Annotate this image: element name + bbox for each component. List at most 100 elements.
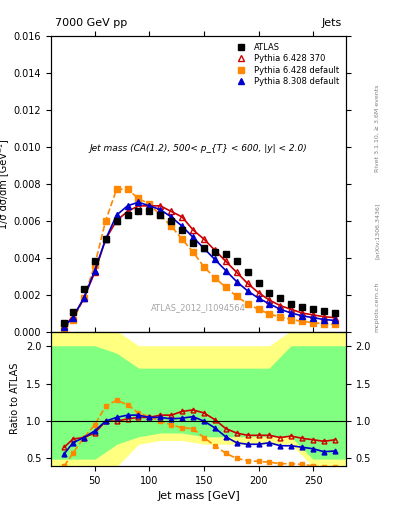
Pythia 6.428 default bbox=[223, 284, 228, 290]
ATLAS bbox=[202, 245, 206, 251]
Pythia 8.308 default bbox=[202, 245, 206, 251]
Pythia 8.308 default bbox=[213, 257, 217, 263]
Pythia 6.428 default bbox=[213, 275, 217, 281]
Pythia 8.308 default bbox=[136, 199, 141, 205]
ATLAS bbox=[256, 281, 261, 287]
Pythia 8.308 default bbox=[278, 306, 283, 312]
Pythia 6.428 370 bbox=[147, 203, 152, 209]
ATLAS bbox=[71, 309, 75, 315]
Y-axis label: 1/σ dσ/dm [GeV⁻¹]: 1/σ dσ/dm [GeV⁻¹] bbox=[0, 139, 8, 228]
Pythia 6.428 370 bbox=[114, 218, 119, 224]
ATLAS bbox=[103, 236, 108, 242]
Pythia 6.428 default bbox=[202, 264, 206, 270]
Pythia 8.308 default bbox=[300, 313, 305, 319]
Pythia 6.428 default bbox=[103, 218, 108, 224]
ATLAS bbox=[245, 269, 250, 275]
Text: Jets: Jets bbox=[321, 18, 342, 28]
Pythia 8.308 default bbox=[158, 206, 163, 212]
Y-axis label: Ratio to ATLAS: Ratio to ATLAS bbox=[11, 363, 20, 434]
Line: Pythia 8.308 default: Pythia 8.308 default bbox=[61, 199, 338, 330]
Pythia 6.428 370 bbox=[267, 297, 272, 303]
Text: [arXiv:1306.3436]: [arXiv:1306.3436] bbox=[375, 202, 380, 259]
Pythia 8.308 default bbox=[191, 234, 195, 240]
Pythia 6.428 default bbox=[267, 311, 272, 317]
ATLAS bbox=[147, 208, 152, 215]
Pythia 6.428 default bbox=[311, 319, 316, 326]
Pythia 6.428 370 bbox=[180, 214, 184, 220]
Pythia 6.428 370 bbox=[103, 236, 108, 242]
ATLAS bbox=[92, 258, 97, 264]
Pythia 6.428 default bbox=[289, 316, 294, 323]
Pythia 6.428 default bbox=[234, 293, 239, 300]
Pythia 6.428 default bbox=[92, 262, 97, 268]
Pythia 8.308 default bbox=[234, 279, 239, 285]
ATLAS bbox=[169, 218, 174, 224]
Text: ATLAS_2012_I1094564: ATLAS_2012_I1094564 bbox=[151, 304, 246, 312]
Pythia 8.308 default bbox=[180, 223, 184, 229]
Pythia 8.308 default bbox=[81, 295, 86, 302]
Pythia 8.308 default bbox=[114, 212, 119, 218]
Pythia 8.308 default bbox=[256, 295, 261, 302]
Text: Jet mass (CA(1.2), 500< p_{T} < 600, |y| < 2.0): Jet mass (CA(1.2), 500< p_{T} < 600, |y|… bbox=[90, 144, 307, 153]
Pythia 6.428 default bbox=[321, 321, 326, 327]
Pythia 8.308 default bbox=[321, 316, 326, 323]
Pythia 6.428 370 bbox=[62, 323, 66, 329]
Pythia 6.428 370 bbox=[278, 303, 283, 309]
Pythia 6.428 default bbox=[256, 306, 261, 312]
Pythia 6.428 default bbox=[169, 223, 174, 229]
Pythia 6.428 370 bbox=[125, 208, 130, 215]
ATLAS bbox=[300, 305, 305, 311]
ATLAS bbox=[234, 258, 239, 264]
Legend: ATLAS, Pythia 6.428 370, Pythia 6.428 default, Pythia 8.308 default: ATLAS, Pythia 6.428 370, Pythia 6.428 de… bbox=[231, 40, 342, 89]
Pythia 6.428 370 bbox=[191, 227, 195, 233]
Pythia 8.308 default bbox=[223, 267, 228, 273]
ATLAS bbox=[158, 212, 163, 218]
ATLAS bbox=[114, 218, 119, 224]
Pythia 6.428 default bbox=[62, 325, 66, 331]
Pythia 6.428 370 bbox=[136, 203, 141, 209]
ATLAS bbox=[136, 208, 141, 215]
Pythia 8.308 default bbox=[245, 288, 250, 294]
ATLAS bbox=[278, 295, 283, 302]
Pythia 6.428 default bbox=[300, 318, 305, 325]
Pythia 6.428 370 bbox=[300, 310, 305, 316]
Pythia 6.428 default bbox=[125, 186, 130, 193]
Pythia 6.428 370 bbox=[223, 258, 228, 264]
Pythia 6.428 default bbox=[158, 212, 163, 218]
Pythia 6.428 370 bbox=[213, 247, 217, 253]
ATLAS bbox=[81, 286, 86, 292]
ATLAS bbox=[311, 306, 316, 312]
Pythia 8.308 default bbox=[289, 310, 294, 316]
X-axis label: Jet mass [GeV]: Jet mass [GeV] bbox=[157, 491, 240, 501]
Pythia 8.308 default bbox=[92, 267, 97, 273]
Pythia 8.308 default bbox=[267, 301, 272, 307]
Pythia 6.428 370 bbox=[169, 208, 174, 215]
Pythia 8.308 default bbox=[169, 214, 174, 220]
Pythia 6.428 default bbox=[136, 196, 141, 202]
Pythia 8.308 default bbox=[103, 236, 108, 242]
Pythia 6.428 370 bbox=[256, 290, 261, 296]
Pythia 6.428 370 bbox=[321, 314, 326, 320]
Line: Pythia 6.428 default: Pythia 6.428 default bbox=[61, 186, 338, 331]
Pythia 8.308 default bbox=[125, 203, 130, 209]
Pythia 8.308 default bbox=[147, 203, 152, 209]
Pythia 8.308 default bbox=[311, 314, 316, 321]
Pythia 6.428 370 bbox=[158, 203, 163, 209]
ATLAS bbox=[125, 212, 130, 218]
Pythia 8.308 default bbox=[71, 314, 75, 321]
Pythia 6.428 default bbox=[332, 322, 337, 328]
Pythia 6.428 default bbox=[191, 249, 195, 255]
Text: mcplots.cern.ch: mcplots.cern.ch bbox=[375, 282, 380, 332]
Pythia 6.428 370 bbox=[202, 236, 206, 242]
Pythia 8.308 default bbox=[62, 324, 66, 330]
Pythia 6.428 370 bbox=[245, 281, 250, 287]
Pythia 6.428 370 bbox=[81, 295, 86, 302]
Pythia 6.428 default bbox=[71, 317, 75, 324]
Pythia 8.308 default bbox=[332, 317, 337, 324]
Pythia 6.428 default bbox=[114, 186, 119, 193]
Pythia 6.428 370 bbox=[71, 314, 75, 320]
ATLAS bbox=[62, 320, 66, 326]
Text: Rivet 3.1.10, ≥ 3.6M events: Rivet 3.1.10, ≥ 3.6M events bbox=[375, 84, 380, 172]
Pythia 6.428 370 bbox=[92, 269, 97, 275]
ATLAS bbox=[321, 308, 326, 314]
